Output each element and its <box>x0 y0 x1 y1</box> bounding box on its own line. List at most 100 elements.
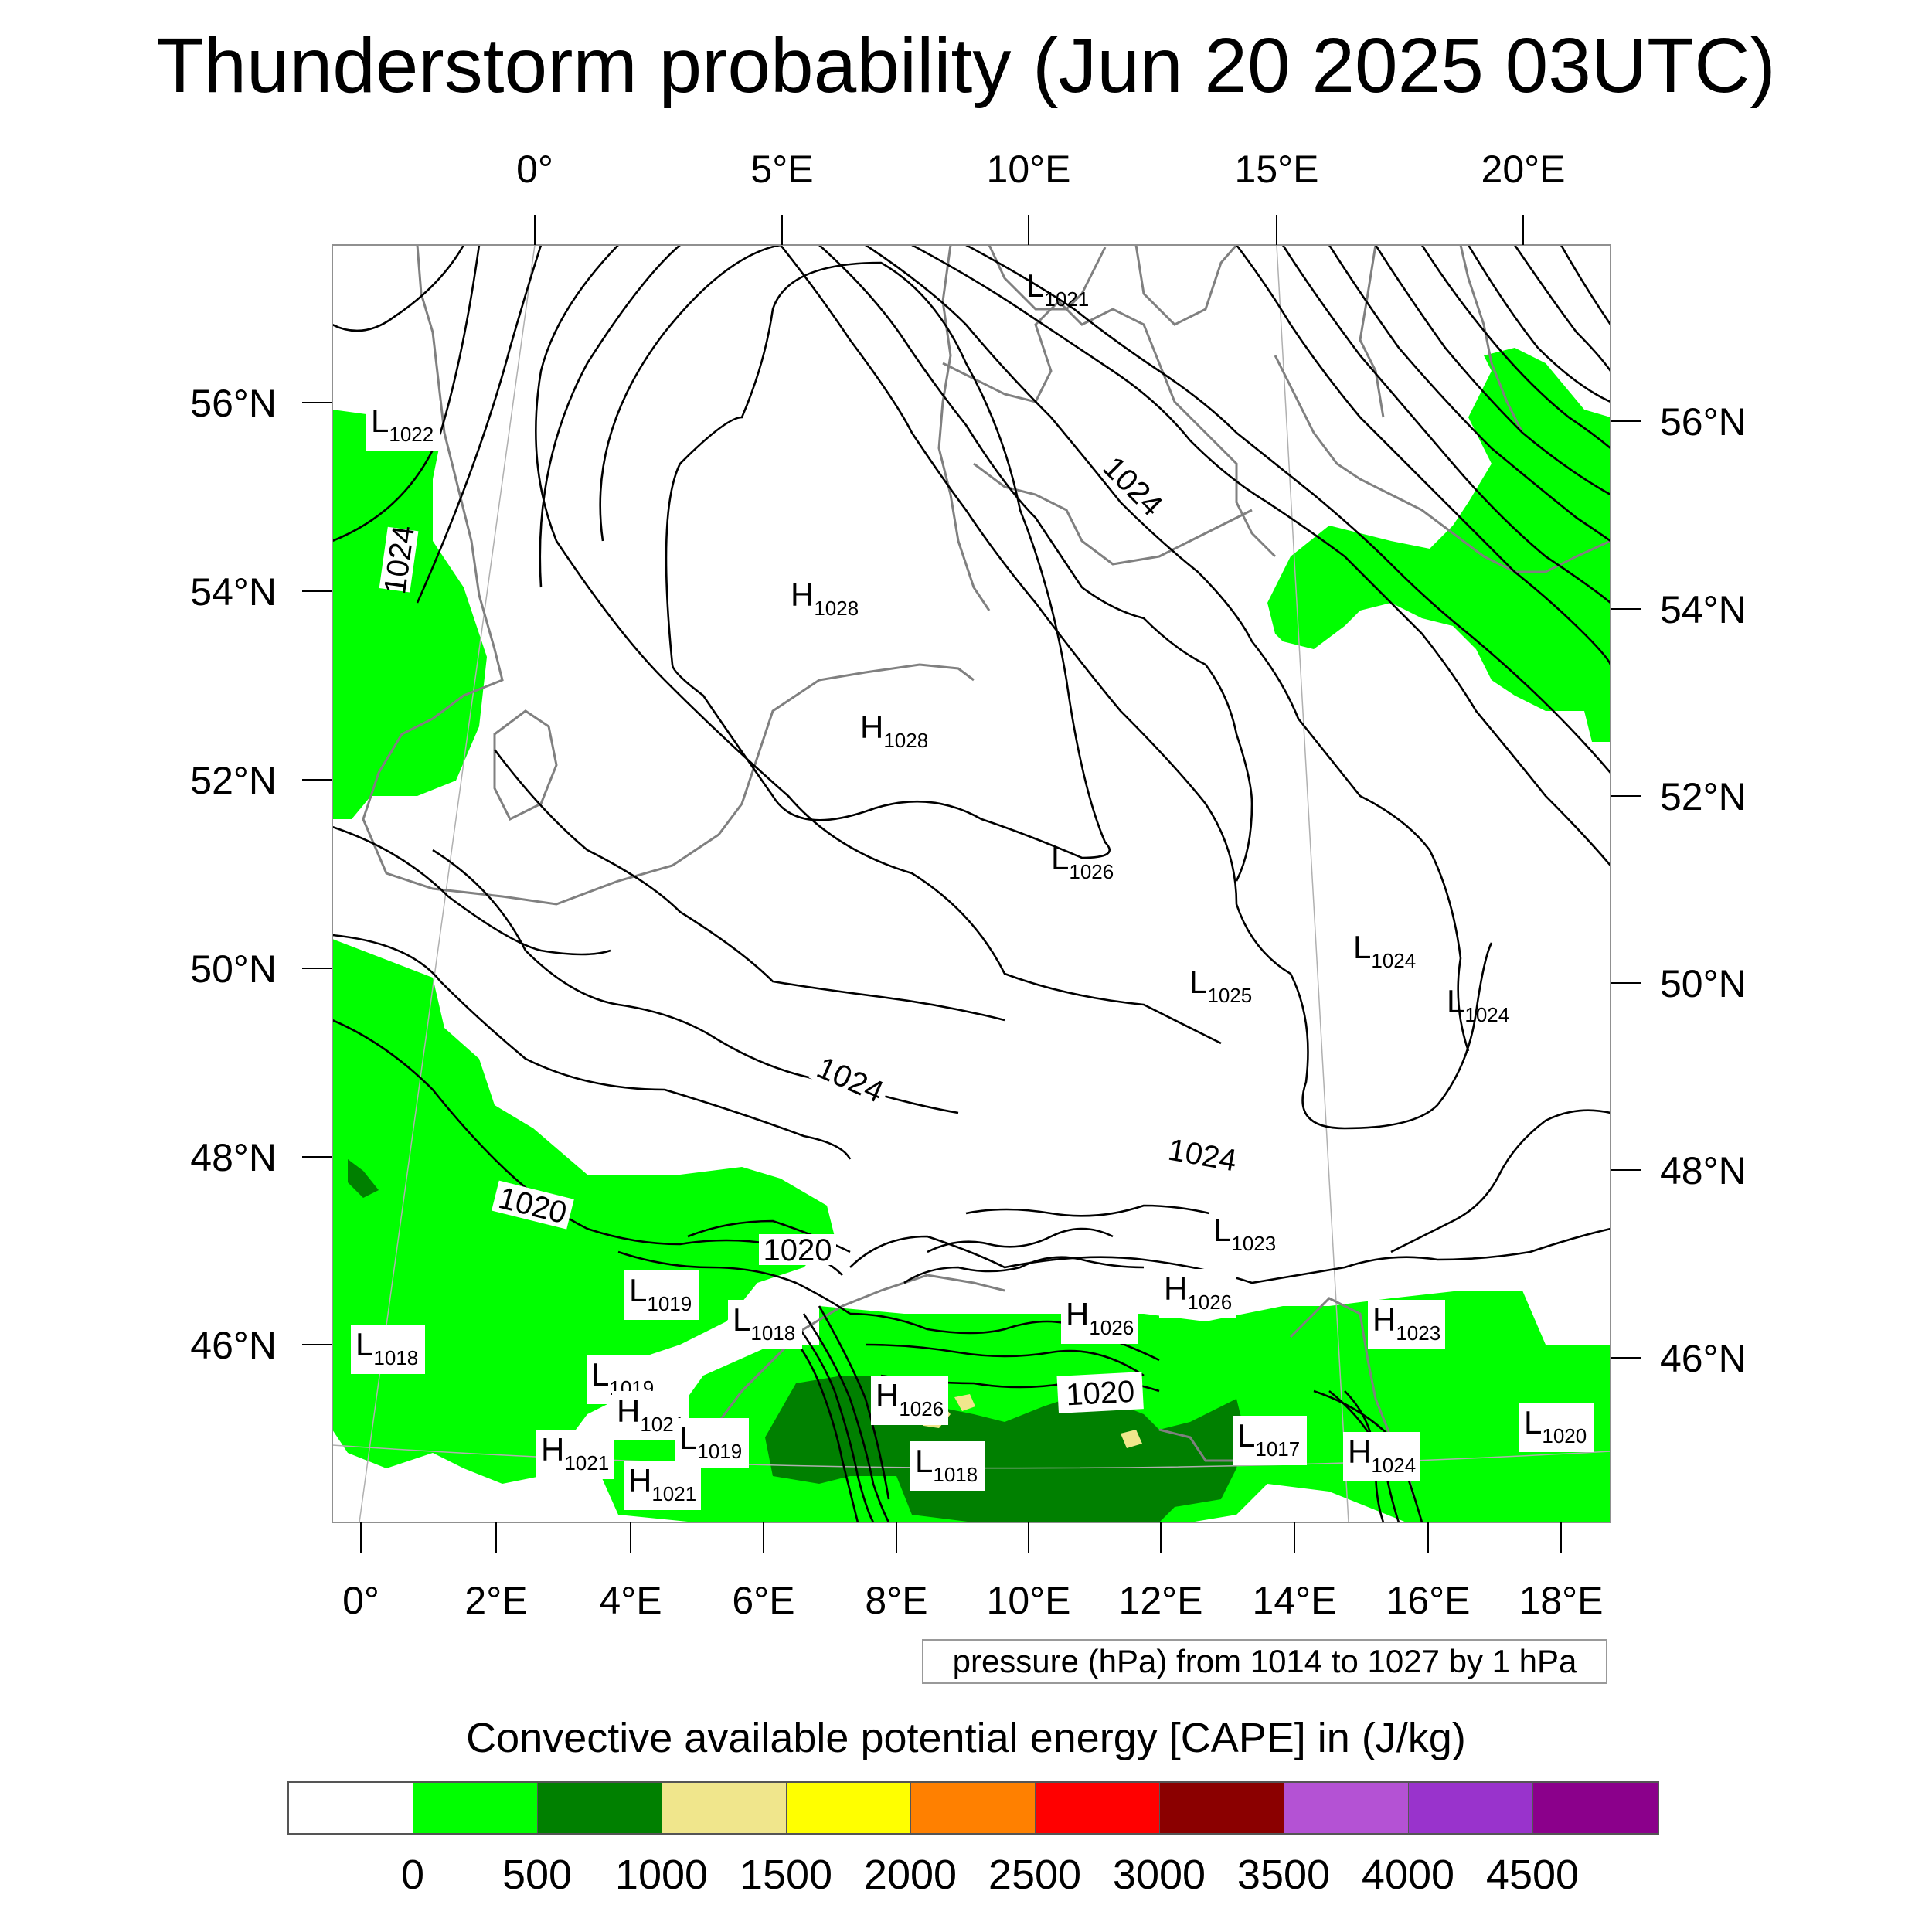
colorbar-tick: 4000 <box>1361 1852 1455 1898</box>
right-lat-label: 50°N <box>1660 962 1747 1005</box>
center-value: 1023 <box>1396 1321 1440 1345</box>
colorbar-box <box>289 1783 413 1833</box>
svg-text:L1022: L1022 <box>371 403 434 446</box>
colorbar-tick: 1500 <box>739 1852 833 1898</box>
tick-marks <box>302 215 1641 1553</box>
center-type: L <box>733 1301 750 1338</box>
colorbar-box <box>1036 1783 1160 1833</box>
coastlines <box>362 245 1611 1500</box>
center-value: 1018 <box>933 1463 978 1486</box>
bottom-lon-label: 16°E <box>1386 1579 1471 1622</box>
colorbar-tick: 3500 <box>1236 1852 1331 1898</box>
bottom-lon-label: 10°E <box>987 1579 1071 1622</box>
svg-text:L1018: L1018 <box>915 1443 978 1486</box>
bottom-lon-label: 18°E <box>1519 1579 1604 1622</box>
center-type: H <box>541 1431 564 1468</box>
isobar-label: 1020 <box>1065 1375 1135 1413</box>
svg-text:H1026: H1026 <box>876 1377 944 1420</box>
svg-text:L1026: L1026 <box>1051 840 1114 883</box>
center-type: L <box>1447 983 1464 1019</box>
center-type: L <box>629 1272 647 1308</box>
svg-text:H1021: H1021 <box>541 1431 609 1475</box>
colorbar-box <box>911 1783 1036 1833</box>
center-value: 1018 <box>373 1346 418 1369</box>
left-lat-label: 50°N <box>190 947 277 991</box>
colorbar-box <box>787 1783 911 1833</box>
right-lat-label: 52°N <box>1660 775 1747 818</box>
center-value: 1017 <box>1255 1437 1300 1461</box>
map-frame <box>332 244 1611 1523</box>
center-value: 1026 <box>1089 1316 1134 1339</box>
center-type: L <box>1353 929 1371 965</box>
svg-text:L1023: L1023 <box>1213 1212 1276 1255</box>
center-value: 1019 <box>647 1292 692 1315</box>
colorbar <box>287 1781 1659 1835</box>
svg-text:H1021: H1021 <box>628 1462 696 1505</box>
center-type: H <box>876 1377 899 1413</box>
center-value: 1021 <box>564 1451 609 1475</box>
center-type: H <box>1372 1301 1396 1338</box>
top-lon-label: 15°E <box>1235 148 1319 191</box>
center-value: 1026 <box>899 1397 944 1420</box>
center-type: H <box>628 1462 651 1498</box>
svg-text:H1024: H1024 <box>1348 1434 1416 1477</box>
center-type: L <box>1189 964 1207 1000</box>
left-lat-label: 56°N <box>190 382 277 425</box>
center-type: L <box>679 1420 697 1456</box>
bottom-lon-label: 0° <box>342 1579 379 1622</box>
bottom-longitude-labels: 0° 2°E 4°E 6°E 8°E 10°E 12°E 14°E 16°E 1… <box>342 1579 1603 1622</box>
bottom-lon-label: 6°E <box>732 1579 794 1622</box>
right-latitude-labels: 56°N 54°N 52°N 50°N 48°N 46°N <box>1660 400 1747 1380</box>
colorbar-title: Convective available potential energy [C… <box>466 1715 1466 1761</box>
colorbar-box <box>1409 1783 1533 1833</box>
colorbar-tick: 1000 <box>614 1852 709 1898</box>
svg-text:L1024: L1024 <box>1353 929 1416 972</box>
colorbar-tick: 4500 <box>1485 1852 1580 1898</box>
isobar-labels: 1024 1024 1024 1024 1020 1020 1020 <box>378 450 1243 1413</box>
colorbar-tick: 2500 <box>988 1852 1082 1898</box>
svg-text:L1018: L1018 <box>355 1326 418 1369</box>
svg-text:H1028: H1028 <box>860 709 928 752</box>
colorbar-tick: 500 <box>502 1852 573 1898</box>
svg-text:L1019: L1019 <box>679 1420 742 1463</box>
svg-text:H1028: H1028 <box>791 577 859 620</box>
center-value: 1019 <box>697 1440 742 1463</box>
colorbar-tick: 0 <box>400 1852 425 1898</box>
center-type: H <box>1164 1270 1187 1307</box>
colorbar-box <box>538 1783 662 1833</box>
svg-text:L1019: L1019 <box>629 1272 692 1315</box>
top-lon-label: 0° <box>516 148 553 191</box>
center-value: 1020 <box>1542 1424 1587 1447</box>
center-value: 1026 <box>1069 860 1114 883</box>
center-type: H <box>791 577 814 613</box>
center-value: 1025 <box>1207 984 1252 1007</box>
svg-text:H1026: H1026 <box>1164 1270 1232 1314</box>
svg-text:H1023: H1023 <box>1372 1301 1440 1345</box>
right-lat-label: 48°N <box>1660 1149 1747 1192</box>
top-longitude-labels: 0° 5°E 10°E 15°E 20°E <box>516 148 1565 191</box>
svg-text:H1026: H1026 <box>1066 1296 1134 1339</box>
center-type: L <box>915 1443 933 1479</box>
bottom-lon-label: 12°E <box>1119 1579 1203 1622</box>
center-value: 1024 <box>1464 1003 1509 1026</box>
center-value: 1026 <box>1187 1291 1232 1314</box>
right-lat-label: 54°N <box>1660 588 1747 631</box>
svg-text:L1020: L1020 <box>1524 1404 1587 1447</box>
svg-text:L1024: L1024 <box>1447 983 1509 1026</box>
left-lat-label: 54°N <box>190 570 277 614</box>
colorbar-box <box>1160 1783 1284 1833</box>
center-type: L <box>1051 840 1069 876</box>
center-type: L <box>1213 1212 1231 1248</box>
bottom-lon-label: 2°E <box>464 1579 527 1622</box>
center-type: H <box>617 1393 640 1429</box>
top-lon-label: 20°E <box>1481 148 1566 191</box>
isobar-label: 1020 <box>764 1233 832 1267</box>
center-type: L <box>371 403 389 439</box>
colorbar-tick: 3000 <box>1112 1852 1206 1898</box>
center-type: L <box>1524 1404 1542 1440</box>
colorbar-box <box>662 1783 787 1833</box>
center-type: H <box>860 709 883 745</box>
center-type: L <box>355 1326 373 1362</box>
pressure-note: pressure (hPa) from 1014 to 1027 by 1 hP… <box>922 1639 1607 1684</box>
